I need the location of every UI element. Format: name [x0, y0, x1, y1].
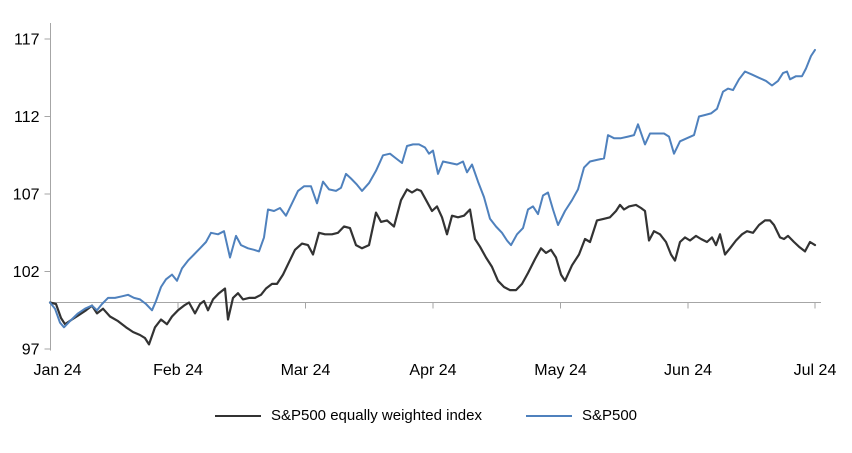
x-tick-label: Jan 24: [33, 362, 81, 379]
series-sp500-line: [49, 48, 816, 329]
y-tick-label: 102: [13, 264, 40, 281]
x-tick-label: Apr 24: [409, 362, 456, 379]
x-tick-label: Jun 24: [664, 362, 712, 379]
x-tick-label: May 24: [534, 362, 587, 379]
y-axis-ticks: [44, 38, 51, 350]
series-sp500-equal-weight-line: [48, 188, 817, 346]
legend-label-sp500-equal-weight: S&P500 equally weighted index: [270, 407, 482, 424]
x-tick-label: Feb 24: [153, 362, 203, 379]
legend-item-sp500-equal-weight: S&P500 equally weighted index: [214, 407, 482, 424]
legend-swatch-sp500: [525, 414, 572, 417]
y-tick-label: 97: [22, 342, 40, 359]
y-tick-label: 107: [13, 187, 40, 204]
legend-item-sp500: S&P500: [525, 407, 638, 424]
chart-legend: S&P500 equally weighted index S&P500: [0, 407, 852, 424]
y-tick-label: 112: [14, 109, 40, 126]
x-tick-label: Mar 24: [281, 362, 331, 379]
legend-swatch-sp500-equal-weight: [214, 414, 261, 417]
x-tick-label: Jul 24: [794, 362, 837, 379]
y-axis-tick-labels: 97 102 107 112 117: [13, 32, 40, 359]
y-tick-label: 117: [14, 32, 40, 49]
x-axis-ticks: [50, 302, 816, 309]
legend-label-sp500: S&P500: [581, 407, 638, 424]
x-axis-tick-labels: Jan 24 Feb 24 Mar 24 Apr 24 May 24 Jun 24 Jul …: [33, 362, 836, 379]
